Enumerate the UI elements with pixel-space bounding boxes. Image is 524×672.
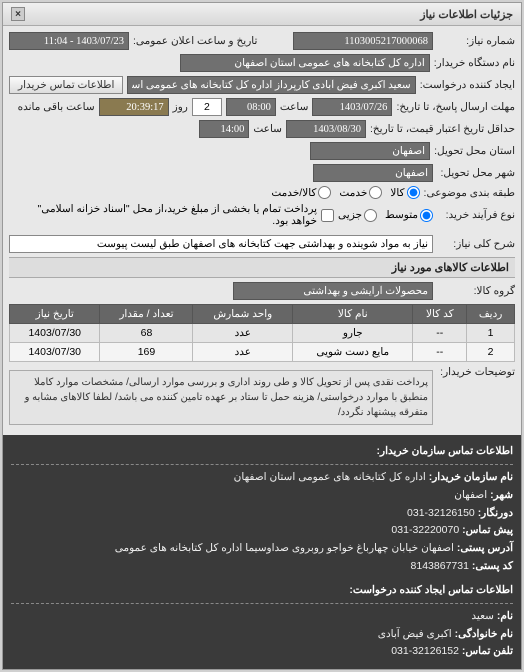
paytype-label: نوع فرآیند خرید: [437, 209, 515, 221]
contact-buyer-button[interactable]: اطلاعات تماس خریدار [9, 76, 123, 94]
deadline-date-field [312, 98, 392, 116]
contact-lname-line: نام خانوادگی: اکبری فیض آبادی [11, 626, 513, 644]
announce-label: تاریخ و ساعت اعلان عمومی: [133, 35, 257, 47]
pkg-radio-c[interactable] [318, 186, 331, 199]
details-panel: جزئیات اطلاعات نیاز × شماره نیاز: تاریخ … [2, 2, 522, 670]
table-header-row: ردیف کد کالا نام کالا واحد شمارش تعداد /… [10, 305, 515, 324]
time-label-2: ساعت [253, 123, 282, 135]
buyer-field [180, 54, 430, 72]
contact-cphone-line: تلفن تماس: 32126152-031 [11, 643, 513, 661]
table-row[interactable]: 2--مایع دست شوییعدد1691403/07/30 [10, 343, 515, 362]
pkg-opt-both[interactable]: کالا/خدمت [271, 186, 331, 199]
cell-code: -- [413, 324, 467, 343]
panel-body: شماره نیاز: تاریخ و ساعت اعلان عمومی: نا… [3, 26, 521, 435]
cell-unit: عدد [193, 324, 293, 343]
pkg-radio-a[interactable] [407, 186, 420, 199]
pay-radio-a[interactable] [420, 209, 433, 222]
city-label: شهر محل تحویل: [437, 167, 515, 179]
contact-addr-line: آدرس پستی: اصفهان خیابان چهارباغ خواجو ر… [11, 540, 513, 558]
desc-label: شرح کلی نیاز: [437, 238, 515, 250]
pkg-label: طبقه بندی موضوعی: [424, 187, 515, 199]
pay-radio-b[interactable] [364, 209, 377, 222]
cell-code: -- [413, 343, 467, 362]
contact-post-line: کد پستی: 8143867731 [11, 558, 513, 576]
days-field [192, 98, 222, 116]
contact-fname-line: نام: سعید [11, 608, 513, 626]
cell-row: 2 [467, 343, 515, 362]
cell-date: 1403/07/30 [10, 343, 100, 362]
close-icon[interactable]: × [11, 7, 25, 21]
panel-title: جزئیات اطلاعات نیاز [420, 8, 513, 21]
pay-opt-med[interactable]: متوسط [385, 209, 433, 222]
announce-field [9, 32, 129, 50]
contact-city-line: شهر: اصفهان [11, 487, 513, 505]
buyer-note: پرداخت نقدی پس از تحویل کالا و طی روند ا… [9, 370, 433, 425]
remain-field [99, 98, 169, 116]
col-date: تاریخ نیاز [10, 305, 100, 324]
table-row[interactable]: 1--جاروعدد681403/07/30 [10, 324, 515, 343]
buyer-label: نام دستگاه خریدار: [434, 57, 515, 69]
validity-date-field [286, 120, 366, 138]
note-label: توضیحات خریدار: [437, 366, 515, 378]
col-unit: واحد شمارش [193, 305, 293, 324]
group-field [233, 282, 433, 300]
days-label: روز [173, 101, 188, 113]
contact-fax-line: دورنگار: 32126150-031 [11, 505, 513, 523]
cell-name: مایع دست شویی [293, 343, 413, 362]
reqno-label: شماره نیاز: [437, 35, 515, 47]
creator-label: ایجاد کننده درخواست: [420, 79, 515, 91]
contact-creator-title: اطلاعات تماس ایجاد کننده درخواست: [11, 582, 513, 604]
validity-time-field [199, 120, 249, 138]
contact-org-title: اطلاعات تماس سازمان خریدار: [11, 443, 513, 465]
creator-field [127, 76, 415, 94]
paynote-text: پرداخت تمام یا بخشی از مبلغ خرید،از محل … [9, 203, 317, 227]
cell-row: 1 [467, 324, 515, 343]
col-row: ردیف [467, 305, 515, 324]
reqno-field [293, 32, 433, 50]
col-qty: تعداد / مقدار [100, 305, 193, 324]
pay-opt-part[interactable]: جزیی [338, 209, 377, 222]
contact-org-line: نام سازمان خریدار: اداره کل کتابخانه های… [11, 469, 513, 487]
time-label-1: ساعت [280, 101, 309, 113]
panel-header: جزئیات اطلاعات نیاز × [3, 3, 521, 26]
group-label: گروه کالا: [437, 285, 515, 297]
paynote-check-row: پرداخت تمام یا بخشی از مبلغ خرید،از محل … [9, 203, 334, 227]
col-code: کد کالا [413, 305, 467, 324]
city-field [313, 164, 433, 182]
validity-label: حداقل تاریخ اعتبار قیمت، تا تاریخ: [370, 123, 515, 135]
remain-label: ساعت باقی مانده [18, 101, 95, 113]
cell-name: جارو [293, 324, 413, 343]
pkg-radio-b[interactable] [369, 186, 382, 199]
deadline-label: مهلت ارسال پاسخ، تا تاریخ: [396, 101, 515, 113]
cell-unit: عدد [193, 343, 293, 362]
pkg-opt-khedmat[interactable]: خدمت [339, 186, 382, 199]
cell-qty: 68 [100, 324, 193, 343]
paytype-radio-group: متوسط جزیی [338, 209, 433, 222]
paynote-checkbox[interactable] [321, 209, 334, 222]
cell-qty: 169 [100, 343, 193, 362]
goods-table: ردیف کد کالا نام کالا واحد شمارش تعداد /… [9, 304, 515, 362]
desc-field [9, 235, 433, 253]
contact-phone-line: پیش تماس: 32220070-031 [11, 522, 513, 540]
goods-section-title: اطلاعات کالاهای مورد نیاز [9, 257, 515, 278]
col-name: نام کالا [293, 305, 413, 324]
contact-section: اطلاعات تماس سازمان خریدار: نام سازمان خ… [3, 435, 521, 669]
pkg-opt-kala[interactable]: کالا [390, 186, 419, 199]
province-label: استان محل تحویل: [434, 145, 515, 157]
deadline-time-field [226, 98, 276, 116]
cell-date: 1403/07/30 [10, 324, 100, 343]
province-field [310, 142, 430, 160]
pkg-radio-group: کالا خدمت کالا/خدمت [271, 186, 419, 199]
